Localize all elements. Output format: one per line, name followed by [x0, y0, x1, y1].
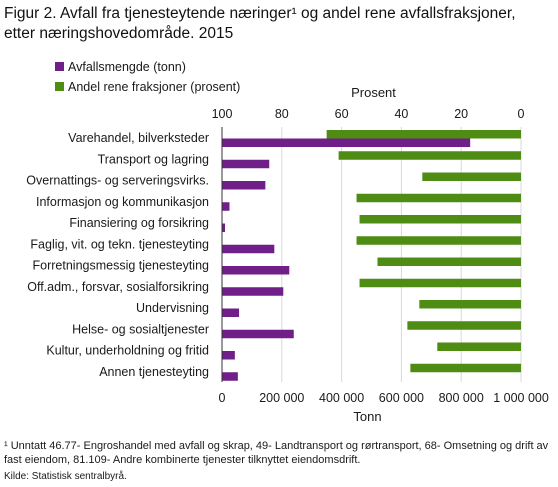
bar-waste-0 [222, 138, 471, 147]
bottom-tick-label-4: 800 000 [439, 391, 484, 405]
bar-waste-4 [222, 223, 225, 232]
category-label-8: Undervisning [136, 301, 209, 315]
source-note: Kilde: Statistisk sentralbyrå. [4, 471, 127, 482]
top-tick-label-1: 80 [275, 107, 289, 121]
category-label-0: Varehandel, bilverksteder [68, 131, 209, 145]
bar-waste-5 [222, 244, 275, 254]
legend-swatch-0 [55, 62, 64, 71]
category-label-6: Forretningsmessig tjenesteyting [33, 259, 210, 273]
legend-label-1: Andel rene fraksjoner (prosent) [68, 80, 240, 94]
bar-waste-10 [222, 351, 235, 360]
bar-waste-1 [222, 159, 270, 169]
bottom-tick-label-5: 1 000 000 [493, 391, 549, 405]
bar-waste-7 [222, 287, 284, 296]
bottom-axis-title: Tonn [353, 409, 381, 424]
bar-share-8 [419, 300, 521, 309]
bar-waste-3 [222, 202, 230, 211]
bottom-tick-label-3: 600 000 [379, 391, 424, 405]
bar-share-9 [407, 321, 521, 330]
top-tick-label-4: 20 [454, 107, 468, 121]
bar-share-6 [377, 257, 521, 266]
top-axis-title: Prosent [351, 85, 396, 100]
legend-label-0: Avfallsmengde (tonn) [68, 60, 186, 74]
bar-waste-11 [222, 372, 238, 381]
bottom-tick-label-2: 400 000 [319, 391, 364, 405]
legend: Avfallsmengde (tonn) Andel rene fraksjone… [55, 60, 240, 94]
legend-swatch-1 [55, 82, 64, 91]
bar-share-11 [410, 363, 521, 373]
top-tick-label-0: 100 [212, 107, 233, 121]
axes: 0 200 000 400 000 600 000 800 000 1 000 000 To… [212, 85, 549, 424]
bar-share-2 [422, 172, 521, 181]
category-label-1: Transport og lagring [98, 152, 209, 166]
chart-title: Figur 2. Avfall fra tjenesteytende nærin… [4, 5, 516, 42]
category-label-9: Helse- og sosialtjenester [72, 322, 209, 336]
top-tick-label-3: 40 [394, 107, 408, 121]
bar-share-3 [356, 193, 521, 203]
bar-share-5 [356, 236, 521, 245]
bar-share-4 [359, 215, 521, 224]
bar-share-1 [338, 151, 521, 160]
category-label-7: Off.adm., forsvar, sosialforsikring [27, 280, 209, 294]
bar-share-0 [326, 130, 521, 139]
category-label-11: Annen tjenesteyting [99, 365, 209, 379]
bar-waste-9 [222, 329, 294, 339]
footnote: ¹ Unntatt 46.77- Engroshandel med avfall… [4, 440, 549, 466]
category-label-10: Kultur, underholdning og fritid [46, 344, 209, 358]
top-tick-label-2: 60 [335, 107, 349, 121]
bar-waste-2 [222, 181, 266, 190]
category-label-3: Informasjon og kommunikasjon [36, 195, 209, 209]
category-labels: Varehandel, bilverksteder Transport og la… [26, 131, 209, 379]
category-label-4: Finansiering og forsikring [69, 216, 209, 230]
category-label-5: Faglig, vit. og tekn. tjenesteyting [30, 237, 209, 251]
bar-waste-6 [222, 266, 290, 275]
bar-waste-8 [222, 308, 240, 317]
bar-share-7 [359, 278, 521, 288]
bar-share-10 [437, 342, 521, 351]
bottom-tick-label-0: 0 [219, 391, 226, 405]
top-tick-label-5: 0 [518, 107, 525, 121]
bars [222, 130, 521, 381]
bottom-tick-label-1: 200 000 [259, 391, 304, 405]
category-label-2: Overnattings- og serveringsvirks. [26, 174, 209, 188]
